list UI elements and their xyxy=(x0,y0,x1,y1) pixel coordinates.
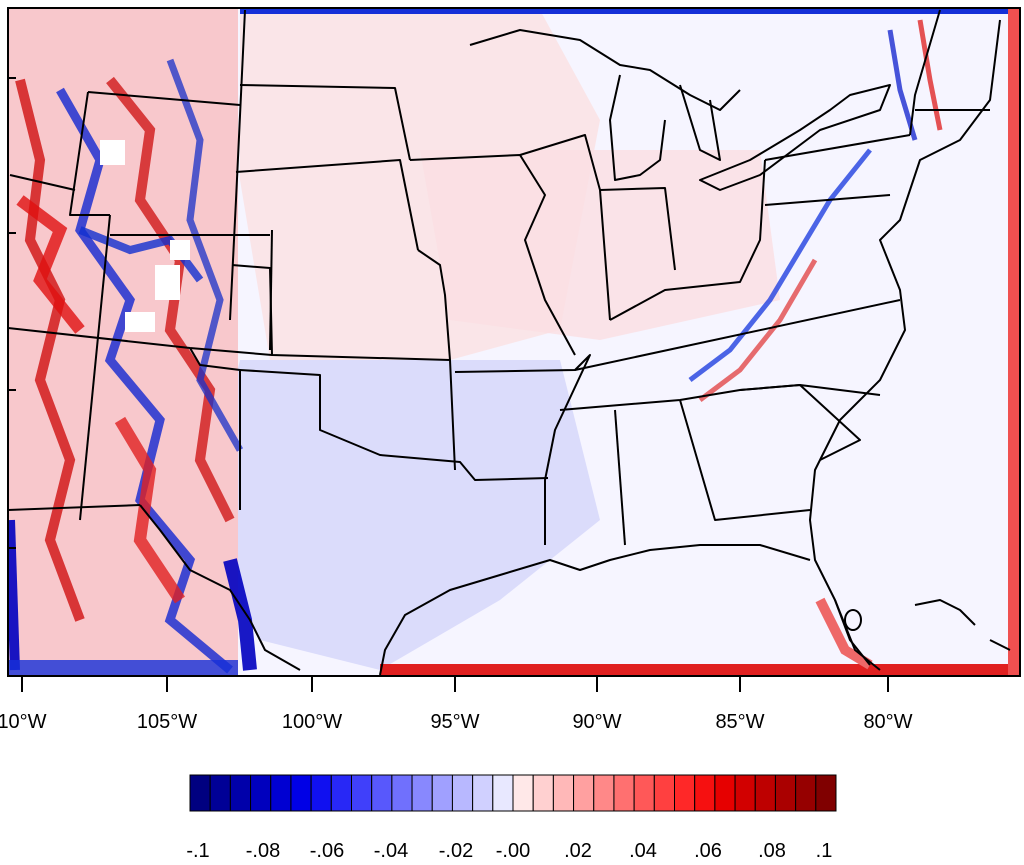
x-tick-label: 100°W xyxy=(282,711,342,733)
colorbar-label: -.06 xyxy=(310,840,344,862)
x-tick-label: 105°W xyxy=(137,711,197,733)
colorbar-label: -.1 xyxy=(186,840,209,862)
colorbar-box xyxy=(250,774,272,812)
colorbar-box xyxy=(694,774,716,812)
colorbar-box xyxy=(795,774,817,812)
colorbar-label: -.08 xyxy=(246,840,280,862)
plot-frame xyxy=(7,7,1021,677)
colorbar-box xyxy=(674,774,696,812)
colorbar-label: -.04 xyxy=(374,840,408,862)
colorbar-box xyxy=(754,774,776,812)
x-axis-labels: 10°W 105°W 100°W 95°W 90°W 85°W 80°W xyxy=(0,711,913,733)
colorbar-box xyxy=(774,774,797,812)
colorbar-box xyxy=(371,774,393,812)
colorbar-box xyxy=(613,774,635,812)
colorbar-box xyxy=(734,774,756,812)
colorbar-box xyxy=(512,774,534,812)
colorbar-box xyxy=(451,774,474,812)
map-outlines xyxy=(8,9,1011,676)
colorbar-box xyxy=(270,774,292,812)
colorbar-box xyxy=(593,774,615,812)
data-field xyxy=(8,8,1020,676)
colorbar-label: .08 xyxy=(758,840,786,862)
colorbar-box xyxy=(714,774,736,812)
colorbar-label: .02 xyxy=(564,840,592,862)
colorbar-box xyxy=(290,774,312,812)
colorbar-box xyxy=(189,774,211,812)
colorbar xyxy=(189,774,837,812)
colorbar-box xyxy=(552,774,575,812)
x-axis-ticks xyxy=(21,676,889,692)
colorbar-box xyxy=(391,774,413,812)
colorbar-box xyxy=(310,774,332,812)
colorbar-label: -.02 xyxy=(439,840,473,862)
x-tick-label: 90°W xyxy=(572,711,621,733)
colorbar-box xyxy=(492,774,514,812)
colorbar-labels: -.1 -.08 -.06 -.04 -.02 -.00 .02 .04 .06… xyxy=(186,840,832,862)
colorbar-box xyxy=(330,774,352,812)
colorbar-box xyxy=(573,774,595,812)
colorbar-box xyxy=(633,774,655,812)
colorbar-box xyxy=(472,774,494,812)
colorbar-box xyxy=(532,774,554,812)
x-tick-label: 85°W xyxy=(715,711,764,733)
colorbar-label: .06 xyxy=(694,840,722,862)
colorbar-box xyxy=(431,774,453,812)
x-tick-label: 95°W xyxy=(430,711,479,733)
colorbar-box xyxy=(229,774,252,812)
colorbar-box xyxy=(815,774,837,812)
colorbar-label: -.00 xyxy=(496,840,530,862)
colorbar-label: .04 xyxy=(629,840,657,862)
colorbar-box xyxy=(411,774,433,812)
x-tick-label: 80°W xyxy=(863,711,912,733)
colorbar-box xyxy=(209,774,231,812)
x-tick-label: 10°W xyxy=(0,711,47,733)
colorbar-box xyxy=(653,774,675,812)
colorbar-box xyxy=(351,774,373,812)
y-axis-ticks xyxy=(8,77,16,549)
colorbar-label: .1 xyxy=(816,840,833,862)
